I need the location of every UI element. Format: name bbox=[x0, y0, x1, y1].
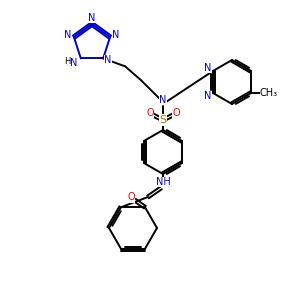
Text: N: N bbox=[159, 95, 167, 105]
Text: N: N bbox=[204, 91, 211, 101]
Text: O: O bbox=[127, 192, 135, 202]
Text: NH: NH bbox=[156, 177, 170, 187]
Text: N: N bbox=[112, 30, 120, 40]
Text: N: N bbox=[204, 63, 211, 73]
Text: S: S bbox=[159, 115, 167, 125]
Text: O: O bbox=[172, 108, 180, 118]
Text: N: N bbox=[104, 56, 112, 65]
Text: N: N bbox=[88, 13, 96, 23]
Text: N: N bbox=[70, 58, 77, 68]
Text: N: N bbox=[64, 30, 72, 40]
Text: O: O bbox=[146, 108, 154, 118]
Text: CH₃: CH₃ bbox=[260, 88, 278, 98]
Text: H: H bbox=[64, 57, 70, 66]
